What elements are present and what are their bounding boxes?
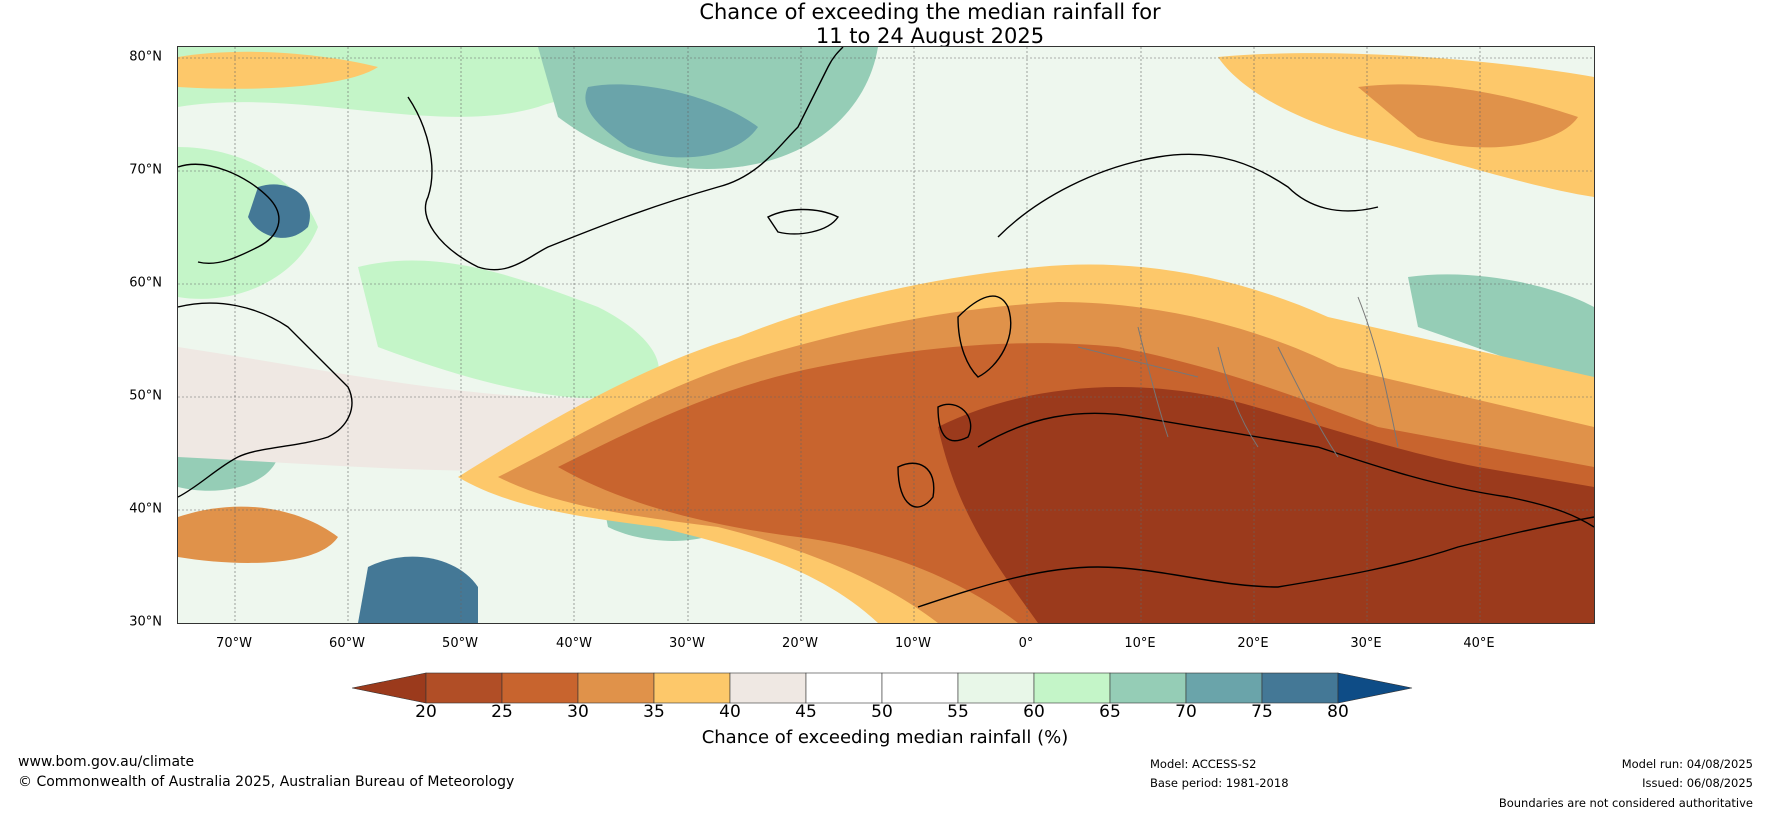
colorbar-tick-label: 30 — [567, 702, 589, 722]
lon-label-30e: 30°E — [1350, 636, 1382, 651]
colorbar-graphic — [351, 672, 1413, 704]
model-text: Model: ACCESS-S2 — [1150, 757, 1257, 771]
dry-patch-arctic-russia — [1358, 84, 1578, 148]
colorbar-extend-low — [351, 672, 427, 704]
lat-label-60n: 60°N — [129, 275, 162, 291]
lat-label-40n: 40°N — [129, 501, 162, 517]
colorbar-tick-label: 50 — [871, 702, 893, 722]
dry-region-very-strong — [938, 387, 1594, 623]
colorbar-tick-label: 35 — [643, 702, 665, 722]
north-africa-coast — [917, 516, 1594, 608]
colorbar-tick-label: 65 — [1099, 702, 1121, 722]
lon-label-10w: 10°W — [895, 636, 931, 651]
colorbar-segment — [957, 672, 1035, 704]
lon-label-40e: 40°E — [1463, 636, 1495, 651]
lon-label-70w: 70°W — [216, 636, 252, 651]
colorbar-segment — [1109, 672, 1187, 704]
colorbar-extend-high — [1337, 672, 1413, 704]
issued-text: Issued: 06/08/2025 — [1642, 776, 1753, 790]
colorbar — [351, 672, 1420, 708]
teal-region-russia — [1408, 274, 1594, 377]
lon-label-30w: 30°W — [669, 636, 705, 651]
dry-patch-subtropical-west — [178, 506, 338, 563]
lat-label-70n: 70°N — [129, 162, 162, 178]
disclaimer-text: Boundaries are not considered authoritat… — [1498, 796, 1753, 810]
colorbar-tick-label: 45 — [795, 702, 817, 722]
greenland-coast — [407, 47, 844, 271]
blue-patch-baffin — [248, 184, 310, 238]
colorbar-tick-label: 40 — [719, 702, 741, 722]
blue-patch-subtropical — [358, 556, 478, 623]
country-borders — [1077, 296, 1399, 458]
colorbar-segment — [1261, 672, 1339, 704]
lon-label-10e: 10°E — [1124, 636, 1156, 651]
colorbar-segment — [577, 672, 655, 704]
colorbar-segment — [501, 672, 579, 704]
lon-label-60w: 60°W — [329, 636, 365, 651]
colorbar-tick-label: 70 — [1175, 702, 1197, 722]
iberia-coast-fragments — [897, 403, 972, 508]
colorbar-segment — [729, 672, 807, 704]
lon-label-20e: 20°E — [1237, 636, 1269, 651]
lon-label-0: 0° — [1018, 636, 1034, 651]
website-link[interactable]: www.bom.gov.au/climate — [18, 754, 195, 770]
colorbar-tick-label: 20 — [415, 702, 437, 722]
lon-label-50w: 50°W — [442, 636, 478, 651]
north-america-coast — [178, 302, 353, 498]
colorbar-tick-label: 55 — [947, 702, 969, 722]
title-line-2: 11 to 24 August 2025 — [815, 24, 1045, 48]
base-period-text: Base period: 1981-2018 — [1150, 776, 1289, 790]
colorbar-tick-label: 60 — [1023, 702, 1045, 722]
colorbar-tick-label: 25 — [491, 702, 513, 722]
copyright-text: © Commonwealth of Australia 2025, Austra… — [18, 774, 515, 790]
colorbar-tick-label: 80 — [1327, 702, 1349, 722]
rainfall-map — [177, 46, 1595, 624]
colorbar-tick-label: 75 — [1251, 702, 1273, 722]
scandinavia-coast — [997, 153, 1379, 238]
lon-label-20w: 20°W — [782, 636, 818, 651]
map-title: Chance of exceeding the median rainfall … — [0, 0, 1770, 48]
colorbar-segment — [1185, 672, 1263, 704]
dry-patch-canada-arctic — [178, 51, 378, 89]
blue-region-denmark-strait — [585, 84, 758, 158]
colorbar-label: Chance of exceeding median rainfall (%) — [701, 727, 1069, 748]
colorbar-segment — [805, 672, 883, 704]
graticule — [178, 47, 1594, 623]
lat-label-50n: 50°N — [129, 388, 162, 404]
colorbar-segment — [425, 672, 503, 704]
green-region-labrador — [178, 147, 318, 299]
lon-label-40w: 40°W — [556, 636, 592, 651]
title-line-1: Chance of exceeding the median rainfall … — [699, 0, 1161, 24]
lat-label-80n: 80°N — [129, 49, 162, 65]
colorbar-segment — [1033, 672, 1111, 704]
neutral-band — [178, 287, 978, 471]
lat-label-30n: 30°N — [129, 614, 162, 630]
colorbar-segment — [881, 672, 959, 704]
green-region-atlantic-west — [358, 260, 659, 399]
map-canvas — [178, 47, 1594, 623]
mediterranean-north-coast — [977, 412, 1594, 528]
colorbar-segment — [653, 672, 731, 704]
british-isles-coast — [957, 295, 1012, 378]
baffin-coast — [178, 163, 280, 264]
coastlines — [178, 47, 1594, 608]
model-run-text: Model run: 04/08/2025 — [1621, 757, 1753, 771]
iceland-coast — [766, 208, 840, 235]
